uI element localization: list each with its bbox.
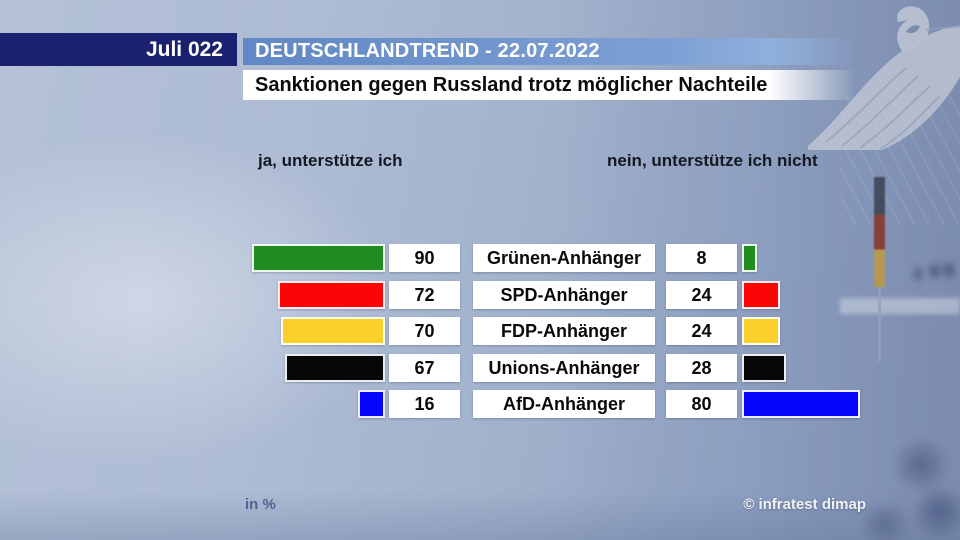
flag-pole (878, 287, 881, 362)
yes-value: 90 (389, 244, 460, 272)
yes-value: 16 (389, 390, 460, 418)
no-value: 24 (666, 317, 737, 345)
yes-value: 72 (389, 280, 460, 309)
date-badge: Juli 022 (0, 33, 237, 66)
no-value: 28 (666, 353, 737, 382)
chart-row: 70 FDP-Anhänger 24 (0, 317, 960, 345)
yes-bar (281, 317, 385, 345)
yes-bar (285, 353, 385, 382)
bench-blob (910, 485, 960, 540)
yes-value: 70 (389, 317, 460, 345)
headline-bar: Sanktionen gegen Russland trotz mögliche… (243, 70, 855, 100)
chart-row: 90 Grünen-Anhänger 8 (0, 244, 960, 272)
party-label: AfD-Anhänger (473, 390, 655, 418)
yes-bar (252, 244, 385, 272)
balustrade (840, 298, 960, 314)
party-label: FDP-Anhänger (473, 317, 655, 345)
no-bar (742, 317, 780, 345)
german-flag (874, 177, 885, 287)
bench-blob (886, 440, 956, 490)
yes-bar (278, 280, 385, 309)
chart-row: 16 AfD-Anhänger 80 (0, 390, 960, 418)
no-value: 8 (666, 244, 737, 272)
audience-blob (928, 258, 942, 284)
program-title-bar: DEUTSCHLANDTREND - 22.07.2022 (243, 38, 855, 65)
audience-blob (942, 256, 956, 284)
chart-row: 72 SPD-Anhänger 24 (0, 280, 960, 309)
party-label: Grünen-Anhänger (473, 244, 655, 272)
no-value: 80 (666, 390, 737, 418)
bundestag-eagle-icon (808, 6, 960, 150)
no-bar (742, 244, 757, 272)
unit-note: in % (245, 496, 276, 513)
no-bar (742, 280, 780, 309)
bottom-shade (0, 490, 960, 540)
column-header-no: nein, unterstütze ich nicht (607, 151, 818, 170)
no-value: 24 (666, 280, 737, 309)
yes-bar (358, 390, 385, 418)
yes-value: 67 (389, 353, 460, 382)
party-label: SPD-Anhänger (473, 280, 655, 309)
column-header-yes: ja, unterstütze ich (258, 151, 403, 170)
audience-blob (912, 262, 924, 286)
bench-blob (855, 505, 915, 540)
no-bar (742, 353, 786, 382)
no-bar (742, 390, 860, 418)
source-credit: © infratest dimap (743, 496, 866, 513)
party-label: Unions-Anhänger (473, 353, 655, 382)
chart-row: 67 Unions-Anhänger 28 (0, 353, 960, 382)
bar-chart: 90 Grünen-Anhänger 8 72 SPD-Anhänger 24 70 FDP-… (0, 244, 960, 434)
